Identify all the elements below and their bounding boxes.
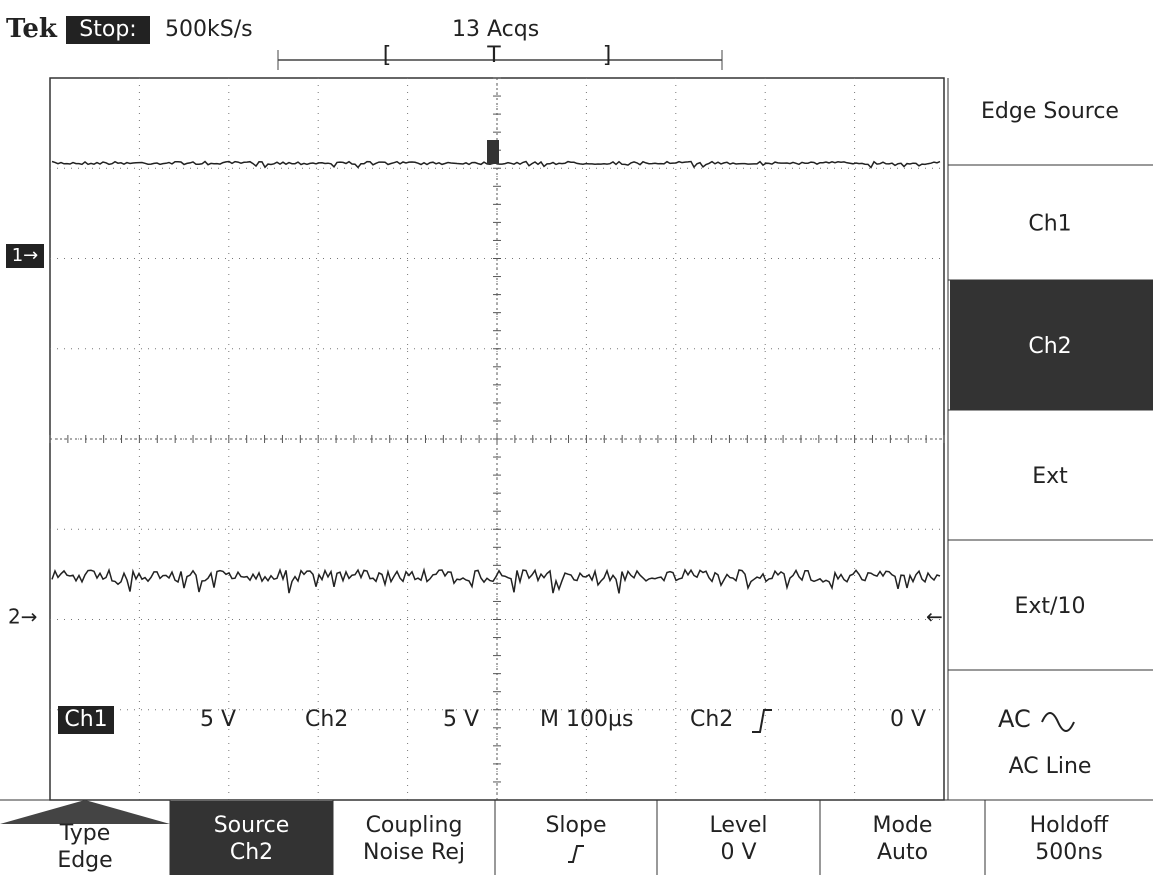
bottom-item-value: Ch2: [230, 840, 273, 865]
bracket-left: [: [383, 43, 392, 68]
side-option[interactable]: Ext/10: [1015, 594, 1086, 619]
bottom-item-value: Edge: [57, 848, 112, 873]
brand: Tek: [6, 14, 58, 44]
bottom-item-value: Auto: [877, 840, 928, 865]
trigger-source: Ch2: [690, 707, 733, 732]
bottom-item-value: Noise Rej: [363, 840, 465, 865]
side-option[interactable]: Ch1: [1028, 212, 1071, 237]
side-option[interactable]: Ch2: [1028, 334, 1071, 359]
bottom-item-label[interactable]: Coupling: [366, 813, 463, 838]
trigger-point: [487, 140, 499, 164]
ch1-label: Ch1: [64, 707, 107, 732]
bracket-right: ]: [603, 43, 612, 68]
bottom-item-label[interactable]: Source: [214, 813, 290, 838]
ac-line: AC Line: [1009, 754, 1092, 779]
trigger-level-marker: ←: [926, 605, 943, 629]
ch2-scale: 5 V: [443, 707, 479, 732]
sample-rate: 500kS/s: [165, 17, 253, 42]
acquisitions: 13 Acqs: [452, 17, 539, 42]
status: Stop:: [79, 17, 136, 42]
ch1-scale: 5 V: [200, 707, 236, 732]
bottom-item-label[interactable]: Holdoff: [1030, 813, 1110, 838]
timebase: M 100µs: [540, 707, 633, 732]
background: [0, 0, 1153, 875]
trigger-level: 0 V: [890, 707, 926, 732]
trigger-marker: T: [486, 43, 501, 68]
bottom-item-label[interactable]: Level: [709, 813, 767, 838]
ch2-marker: 2→: [8, 605, 37, 629]
oscilloscope-screen: Tek Stop: 500kS/s 13 Acqs [ T ] 1→ 2→ ← …: [0, 0, 1153, 875]
side-option[interactable]: Ext: [1032, 464, 1068, 489]
ac-label: AC: [998, 705, 1031, 733]
ch1-marker: 1→: [12, 245, 39, 266]
bottom-item-label[interactable]: Mode: [873, 813, 933, 838]
bottom-item-value: 500ns: [1035, 840, 1102, 865]
bottom-item-value: 0 V: [720, 840, 756, 865]
side-menu-title: Edge Source: [981, 99, 1119, 124]
bottom-item-label[interactable]: Type: [59, 821, 111, 846]
bottom-item-label[interactable]: Slope: [545, 813, 606, 838]
ch2-label: Ch2: [305, 707, 348, 732]
